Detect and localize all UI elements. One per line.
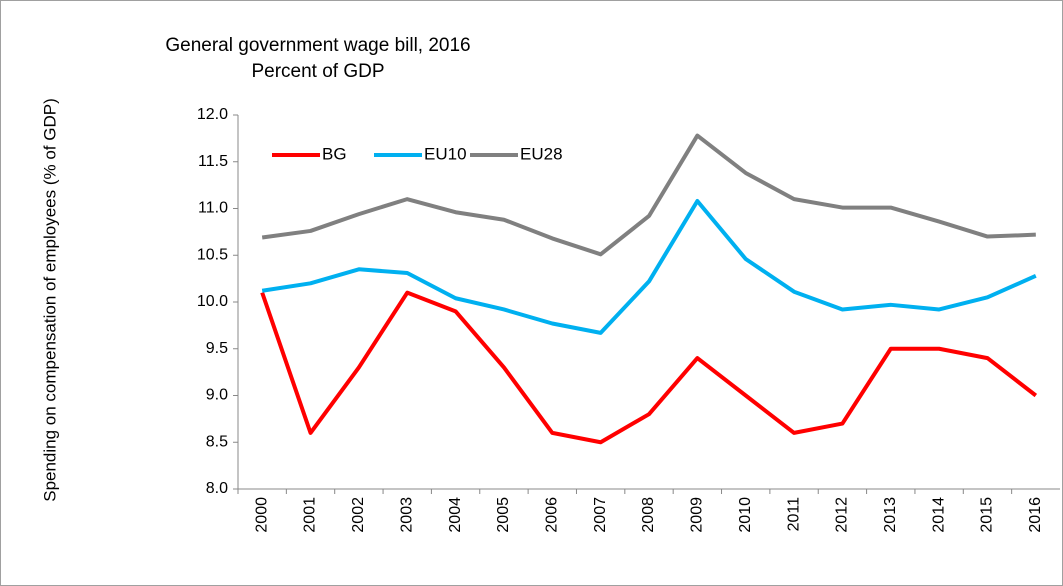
x-tick-label: 2016	[1027, 497, 1044, 533]
x-tick-label: 2009	[689, 497, 706, 533]
x-tick-label: 2008	[640, 497, 657, 533]
x-tick-label: 2012	[834, 497, 851, 533]
x-tick-label: 2013	[882, 497, 899, 533]
x-tick-label: 2003	[398, 497, 415, 533]
x-tick-label: 2002	[350, 497, 367, 533]
x-tick-label: 2000	[253, 497, 270, 533]
y-tick-label: 8.0	[206, 480, 228, 497]
x-tick-label: 2015	[979, 497, 996, 533]
y-tick-label: 8.5	[206, 433, 228, 450]
x-tick-label: 2004	[447, 497, 464, 533]
x-tick-label: 2005	[495, 497, 512, 533]
y-tick-label: 9.5	[206, 340, 228, 357]
legend-label: EU10	[424, 144, 467, 163]
y-tick-label: 12.0	[197, 106, 228, 123]
y-tick-label: 11.0	[198, 200, 228, 217]
y-tick-label: 10.5	[197, 246, 228, 263]
data-line	[261, 199, 1037, 335]
chart-subtitle: Percent of GDP	[251, 61, 384, 82]
x-tick-label: 2014	[930, 497, 947, 533]
x-tick-label: 2011	[785, 497, 802, 532]
legend-label: BG	[322, 144, 347, 163]
data-line	[260, 290, 1038, 445]
x-tick-label: 2006	[544, 497, 561, 533]
legend-label: EU28	[520, 144, 563, 163]
x-tick-label: 2001	[302, 497, 319, 533]
y-axis-label: Spending on compensation of employees (%…	[40, 98, 60, 502]
y-tick-label: 9.0	[206, 387, 228, 404]
x-tick-label: 2010	[737, 497, 754, 533]
data-line	[261, 133, 1036, 257]
chart-title: General government wage bill, 2016	[165, 35, 470, 56]
x-tick-label: 2007	[592, 497, 609, 533]
y-tick-label: 11.5	[198, 153, 228, 170]
y-tick-label: 10.0	[197, 293, 228, 310]
